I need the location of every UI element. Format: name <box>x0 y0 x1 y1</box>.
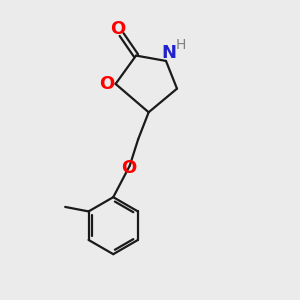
Text: O: O <box>110 20 125 38</box>
Text: O: O <box>121 159 136 177</box>
Text: N: N <box>161 44 176 62</box>
Text: O: O <box>100 75 115 93</box>
Text: H: H <box>176 38 186 52</box>
